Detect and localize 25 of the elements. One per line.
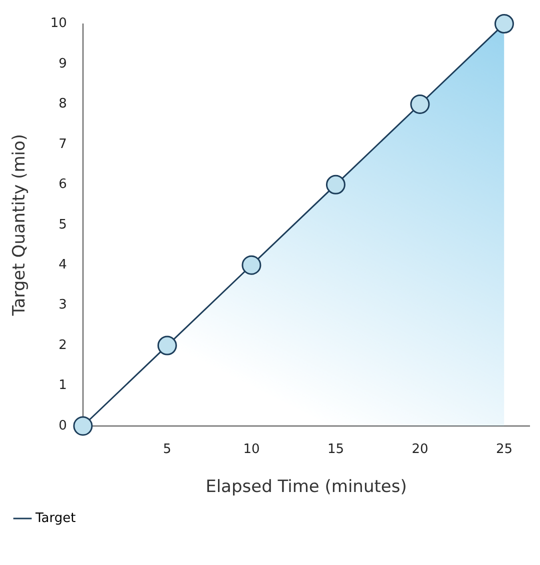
x-tick-label: 10 — [243, 442, 260, 458]
x-axis-title: Elapsed Time (minutes) — [206, 477, 407, 498]
y-tick-label: 6 — [58, 177, 67, 192]
point — [326, 174, 346, 194]
x-tick-label: 15 — [327, 442, 344, 458]
point — [73, 416, 93, 436]
y-tick-label: 0 — [58, 418, 67, 434]
legend-label: Target — [34, 510, 76, 526]
point — [157, 336, 177, 356]
y-tick-label: 4 — [58, 257, 67, 272]
y-tick-label: 10 — [50, 16, 67, 32]
x-tick-label: 5 — [163, 442, 172, 458]
y-tick-label: 5 — [58, 217, 67, 232]
y-tick-label: 2 — [58, 338, 67, 353]
point — [242, 255, 262, 275]
x-tick-label: 25 — [496, 442, 512, 458]
y-tick-label: 9 — [58, 56, 67, 72]
y-tick-label: 1 — [58, 378, 67, 394]
x-tick-label: 20 — [412, 442, 428, 458]
y-axis-title: Target Quantity (mio) — [10, 134, 30, 317]
y-tick-label: 3 — [58, 298, 67, 313]
point — [494, 14, 514, 34]
point — [410, 94, 430, 114]
y-tick-label: 7 — [58, 136, 67, 152]
y-tick-label: 8 — [58, 96, 67, 112]
